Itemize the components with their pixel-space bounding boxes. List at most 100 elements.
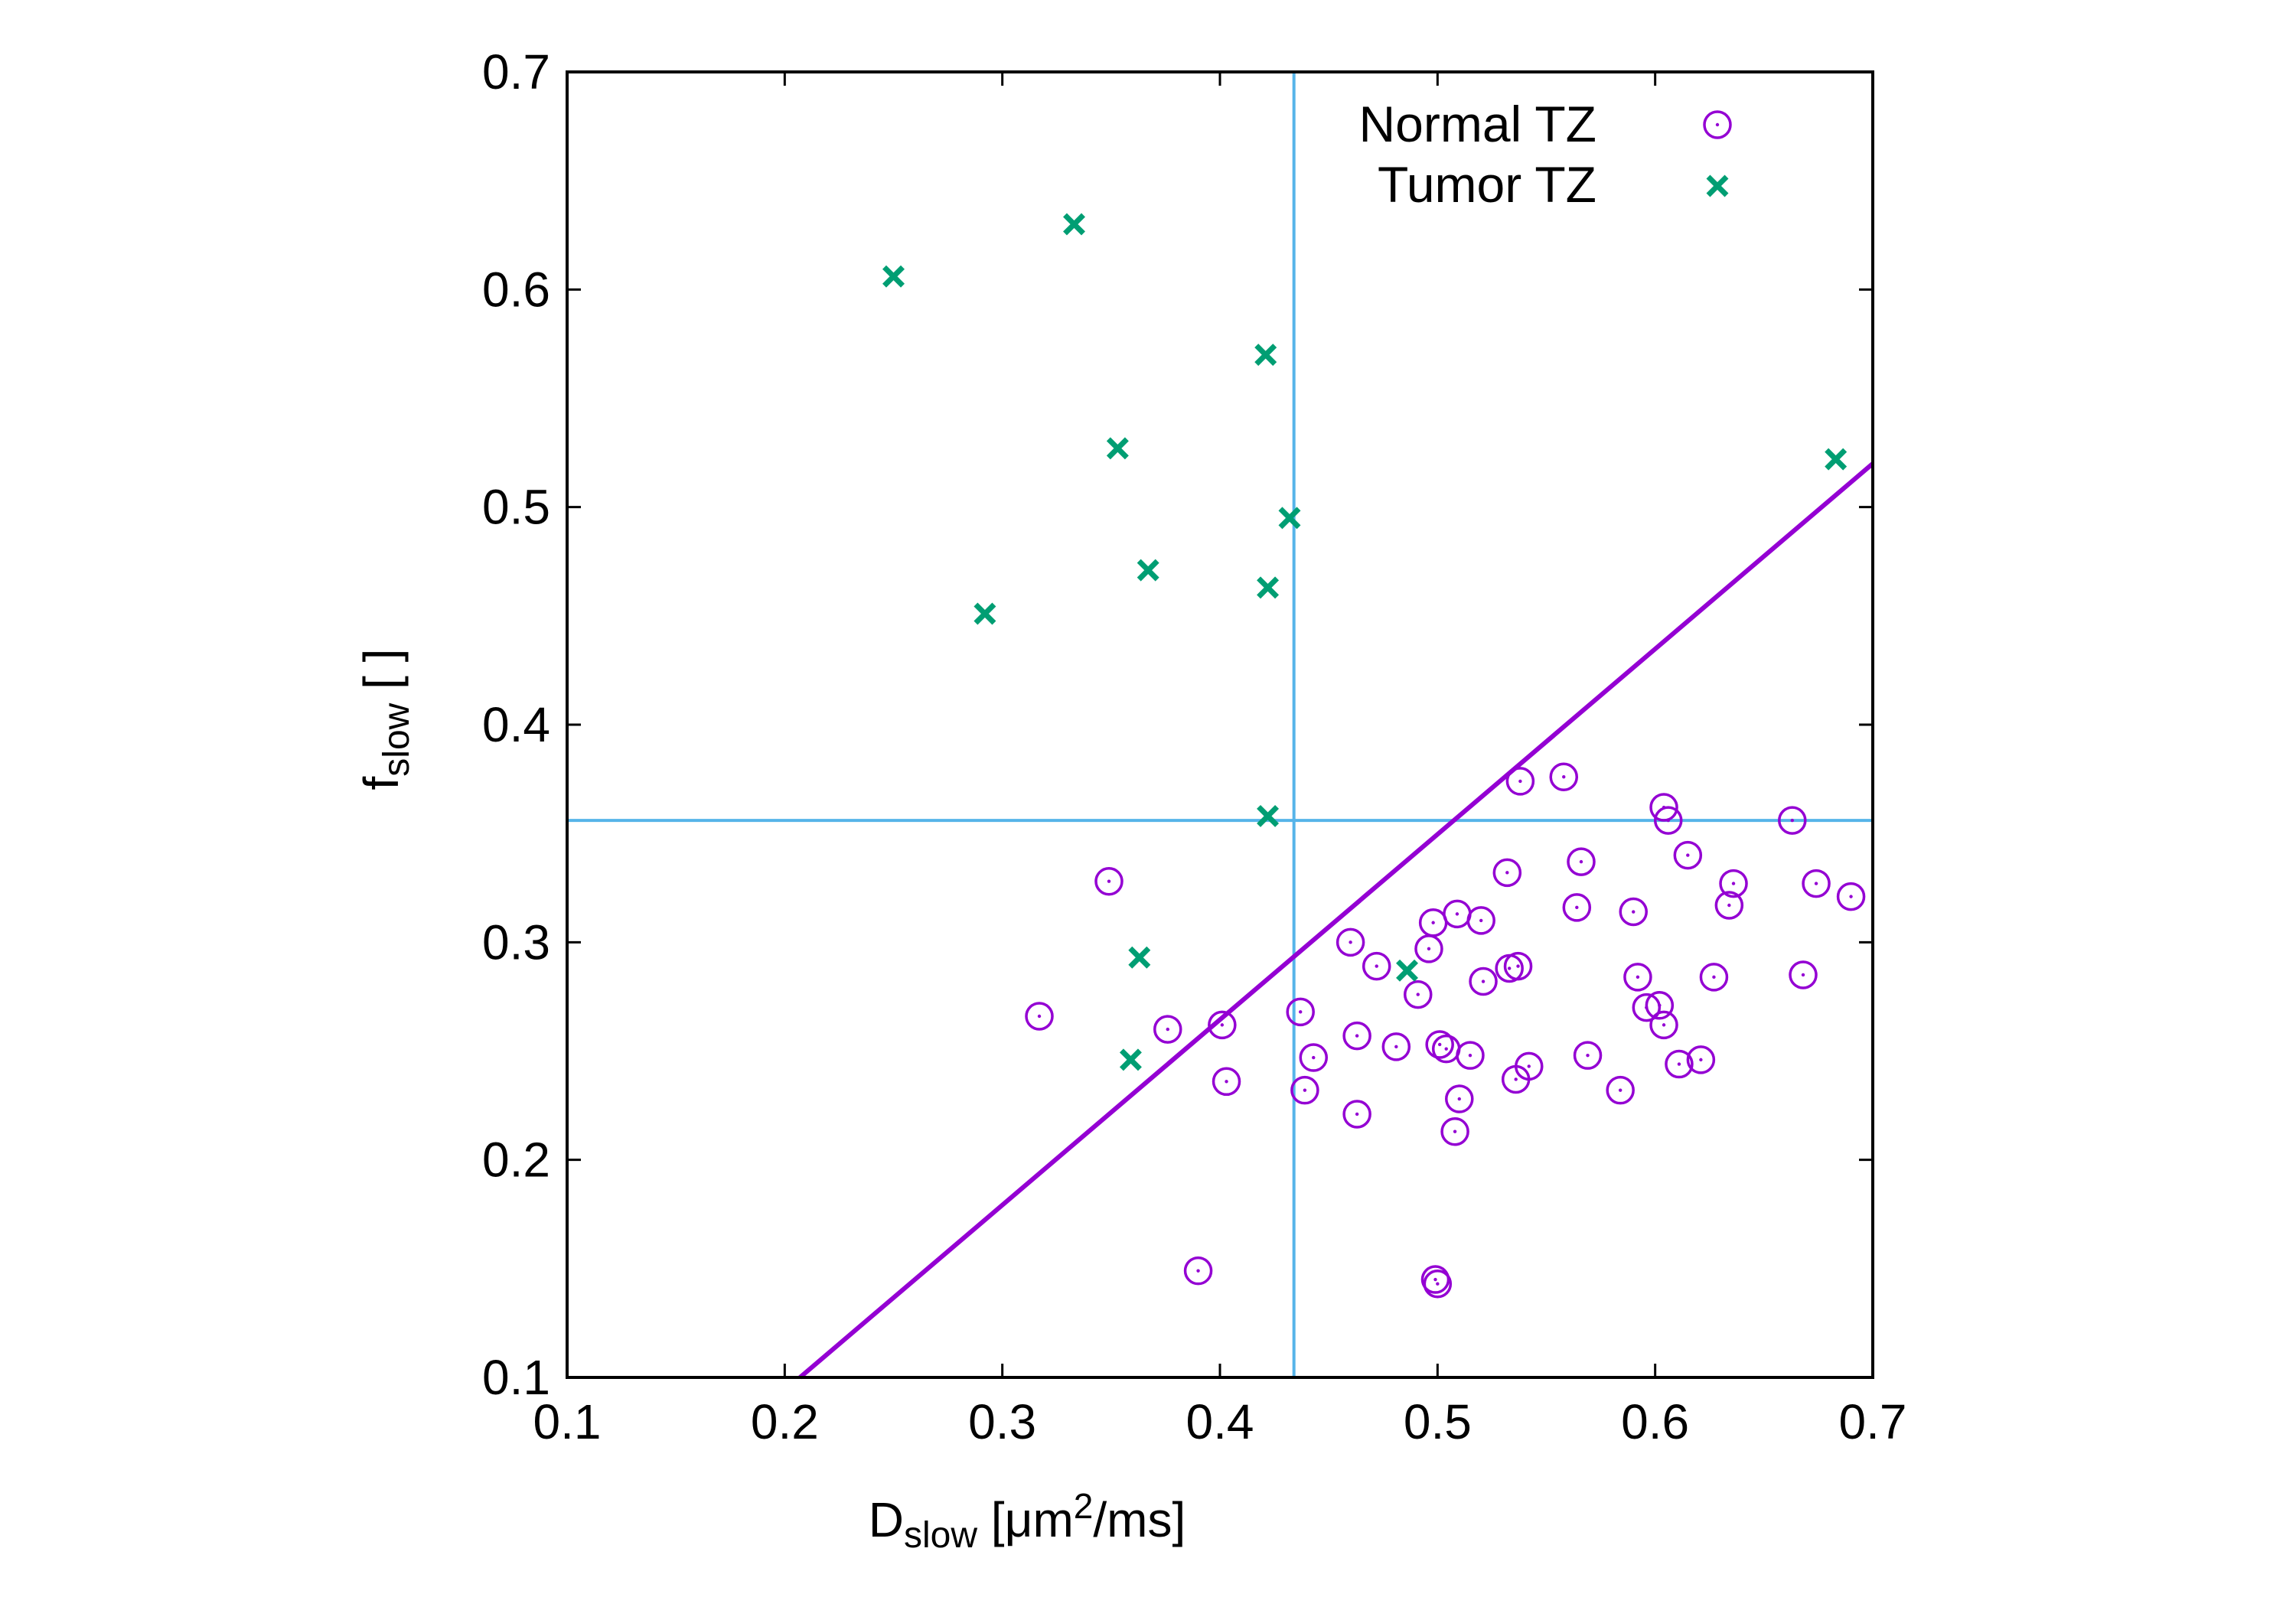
point-normal-tz-51-ring [1778,806,1807,835]
x-tick-label-6: 0.7 [1839,1394,1907,1449]
point-normal-tz-23 [1445,1084,1474,1113]
point-normal-tz-15 [1414,934,1443,963]
point-tumor-tz-6 [1137,559,1159,582]
point-normal-tz-43-ring [1649,793,1678,822]
y-tick-label-6: 0.7 [482,44,550,99]
point-normal-tz-16-dot [1431,921,1435,924]
point-tumor-tz-1 [974,602,996,625]
point-normal-tz-37-ring [1606,1075,1635,1105]
axes: 0.1 0.2 0.3 0.4 0.5 0.6 0.7 0.1 0.2 0.3 0.4 0.5 0.6 0… [482,44,1906,1449]
x-axis-label-sup: 2 [1074,1486,1094,1526]
point-normal-tz-21-ring [1440,1116,1469,1146]
point-normal-tz-25-dot [1479,918,1483,923]
x-axis-label-sub: slow [904,1515,977,1556]
point-normal-tz-39-ring [1623,963,1652,992]
legend-marker-normal-tz [1703,110,1732,139]
point-normal-tz-35 [1567,847,1596,876]
y-tick-label-1: 0.2 [482,1133,550,1188]
point-normal-tz-22 [1443,899,1472,929]
y-tick-label-2: 0.3 [482,914,550,970]
point-normal-tz-52-dot [1801,973,1805,977]
point-normal-tz-32-dot [1527,1064,1531,1068]
point-normal-tz-11 [1342,1100,1371,1129]
point-normal-tz-46-dot [1686,853,1690,857]
point-normal-tz-19 [1425,1030,1454,1059]
point-normal-tz-0-ring [1025,1002,1054,1031]
x-axis-label-unit-pre: [μm [977,1492,1074,1547]
point-normal-tz-17 [1420,1265,1450,1294]
x-axis-label-main: D [869,1492,904,1547]
point-normal-tz-38-dot [1632,910,1636,914]
point-normal-tz-11-ring [1342,1100,1371,1129]
point-normal-tz-42-ring [1649,1010,1678,1040]
y-tick-label-4: 0.5 [482,480,550,535]
point-normal-tz-9-dot [1349,940,1352,944]
point-tumor-tz-4 [1119,1048,1142,1071]
point-normal-tz-9-ring [1336,927,1365,957]
point-normal-tz-7 [1290,1075,1319,1105]
point-normal-tz-6 [1286,997,1315,1027]
point-normal-tz-34-dot [1575,905,1579,910]
point-normal-tz-35-dot [1579,859,1583,864]
point-normal-tz-51 [1778,806,1807,835]
point-tumor-tz-5 [1128,946,1151,969]
point-normal-tz-13 [1381,1032,1411,1061]
series-tumor-tz [882,213,1848,1071]
legend-marker-normal-tz-ring [1703,110,1732,139]
point-normal-tz-26-ring [1469,966,1498,996]
point-normal-tz-34-ring [1562,893,1592,922]
point-normal-tz-10-dot [1355,1034,1359,1038]
point-normal-tz-35-ring [1567,847,1596,876]
point-normal-tz-22-dot [1455,912,1459,916]
point-normal-tz-6-dot [1299,1010,1303,1014]
point-normal-tz-18-ring [1423,1269,1453,1299]
point-normal-tz-30 [1503,951,1533,981]
point-normal-tz-38 [1619,897,1648,927]
point-normal-tz-13-dot [1394,1045,1398,1049]
y-axis-label: fslow [ ] [354,649,417,790]
point-normal-tz-39 [1623,963,1652,992]
threshold-lines [567,72,1873,1377]
x-tick-label-0: 0.1 [533,1394,602,1449]
point-normal-tz-3-ring [1183,1256,1213,1286]
point-normal-tz-52-ring [1789,960,1818,989]
plot-frame [566,70,1874,1379]
x-tick-label-1: 0.2 [751,1394,819,1449]
point-normal-tz-44-dot [1666,818,1670,823]
x-tick-label-2: 0.3 [968,1394,1036,1449]
point-normal-tz-12 [1362,951,1391,981]
point-normal-tz-50 [1719,869,1748,898]
point-normal-tz-54 [1836,882,1866,911]
point-normal-tz-1-ring [1094,866,1124,896]
point-normal-tz-36-ring [1573,1041,1603,1070]
legend-marker-normal-tz-dot [1715,122,1720,127]
y-tick-label-3: 0.4 [482,697,550,752]
point-tumor-tz-7 [1254,344,1277,367]
point-normal-tz-42 [1649,1010,1678,1040]
point-normal-tz-36 [1573,1041,1603,1070]
point-normal-tz-53-dot [1814,882,1818,885]
point-normal-tz-47-dot [1699,1058,1703,1062]
point-normal-tz-52 [1789,960,1818,989]
y-axis-label-unit: [ ] [354,649,409,703]
point-normal-tz-26-dot [1481,980,1486,983]
point-normal-tz-10 [1342,1021,1371,1051]
point-normal-tz-30-ring [1503,951,1533,981]
point-normal-tz-23-dot [1457,1097,1461,1101]
point-normal-tz-5-dot [1225,1080,1228,1084]
point-normal-tz-42-dot [1662,1023,1666,1027]
point-normal-tz-12-ring [1362,951,1391,981]
point-normal-tz-50-ring [1719,869,1748,898]
point-normal-tz-34 [1562,893,1592,922]
point-normal-tz-7-dot [1303,1088,1307,1092]
point-normal-tz-27-ring [1492,858,1522,888]
point-normal-tz-45-dot [1677,1062,1681,1066]
x-tick-label-3: 0.4 [1186,1394,1254,1449]
point-normal-tz-24-dot [1468,1053,1473,1058]
point-normal-tz-44 [1653,806,1683,835]
point-normal-tz-4-ring [1208,1010,1237,1040]
point-normal-tz-16 [1418,908,1448,937]
point-normal-tz-33-ring [1549,762,1578,791]
point-normal-tz-0-dot [1037,1014,1042,1019]
point-normal-tz-19-dot [1437,1042,1442,1047]
